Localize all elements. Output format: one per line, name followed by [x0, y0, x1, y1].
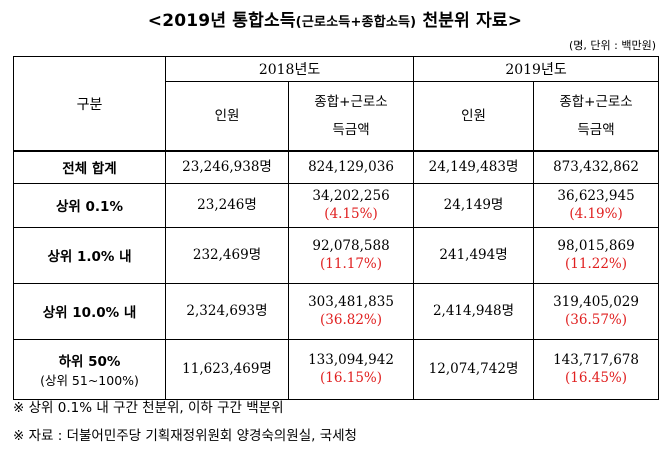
title-suffix: 천분위 자료>	[416, 11, 523, 31]
people-2018-value: 2,324,693명	[186, 303, 268, 319]
unit-note: (명, 단위 : 백만원)	[569, 39, 656, 52]
amount-header-line2: 득금액	[577, 122, 615, 138]
people-2018-value: 23,246명	[197, 197, 257, 213]
amount-2018-cell: 34,202,256 (4.15%)	[287, 182, 415, 228]
table-row: 하위 50% (상위 51~100%) 11,623,469명 133,094,942…	[13, 338, 660, 400]
people-2018-cell: 232,469명	[165, 226, 289, 284]
people-2018-cell: 11,623,469명	[165, 338, 289, 400]
row-label: 상위 1.0% 내	[13, 226, 166, 284]
note-item: ※ 상위 0.1% 내 구간 천분위, 이하 구간 백분위	[13, 400, 284, 416]
amount-2018-cell: 303,481,835 (36.82%)	[287, 282, 415, 340]
amount-2019-share: (36.57%)	[565, 312, 628, 328]
row-label-text: 하위 50%	[58, 353, 121, 370]
row-label-text: 상위 1.0% 내	[47, 249, 132, 265]
people-2019-value: 241,494명	[439, 247, 508, 263]
amount-2018-value: 34,202,256	[312, 188, 390, 204]
amount-2019-value: 98,015,869	[557, 238, 635, 254]
amount-2019-value: 319,405,029	[553, 294, 639, 310]
people-2018-value: 23,246,938명	[182, 159, 272, 176]
row-label: 하위 50% (상위 51~100%)	[13, 338, 166, 400]
year-header-2019: 2019년도	[413, 56, 660, 82]
amount-header-line1: 종합+근로소	[314, 94, 388, 110]
table-body: 전체 합계 23,246,938명 824,129,036 24,149,483명 87…	[13, 150, 660, 400]
title-paren: (근로소득+종합소득)	[295, 15, 417, 30]
amount-2018-share: (4.15%)	[324, 206, 378, 222]
people-2018-value: 232,469명	[192, 247, 262, 263]
amount-2019-cell: 873,432,862	[533, 150, 660, 184]
people-header-2018: 인원	[165, 81, 289, 152]
table-row: 상위 0.1% 23,246명 34,202,256 (4.15%) 24,149명 36…	[13, 182, 660, 228]
people-header-2019: 인원	[413, 81, 535, 152]
row-label-sub: (상위 51~100%)	[40, 372, 139, 388]
amount-2019-cell: 143,717,678 (16.45%)	[533, 338, 660, 400]
header-row-years: 구분 2018년도 2019년도	[13, 56, 660, 152]
amount-2018-share: (11.17%)	[320, 256, 383, 272]
amount-2018-value: 92,078,588	[312, 238, 390, 254]
year-header-2018: 2018년도	[164, 56, 415, 82]
amount-2019-cell: 98,015,869 (11.22%)	[533, 226, 660, 284]
amount-2018-value: 824,129,036	[308, 159, 394, 176]
row-label-text: 전체 합계	[62, 161, 117, 178]
note-item: ※ 자료 : 더불어민주당 기획재정위원회 양경숙의원실, 국세청	[13, 428, 357, 444]
people-2018-cell: 23,246명	[165, 182, 289, 228]
amount-header-line1: 종합+근로소	[559, 94, 633, 110]
amount-2019-value: 873,432,862	[553, 159, 639, 176]
amount-2018-cell: 824,129,036	[287, 150, 415, 184]
row-label: 전체 합계	[13, 150, 166, 184]
people-2019-value: 24,149,483명	[428, 159, 519, 176]
people-2018-cell: 23,246,938명	[165, 150, 289, 184]
title-prefix: <2019년 통합소득	[147, 11, 296, 31]
people-2019-value: 2,414,948명	[432, 303, 515, 319]
amount-2019-value: 36,623,945	[557, 188, 635, 204]
people-2019-cell: 241,494명	[413, 226, 535, 284]
people-2019-cell: 24,149,483명	[413, 150, 535, 184]
amount-2019-cell: 319,405,029 (36.57%)	[533, 282, 660, 340]
amount-2019-share: (16.45%)	[565, 370, 628, 386]
table-row: 상위 10.0% 내 2,324,693명 303,481,835 (36.82%) 2…	[13, 282, 660, 340]
table-row: 전체 합계 23,246,938명 824,129,036 24,149,483명 87…	[13, 150, 660, 184]
amount-2018-value: 133,094,942	[308, 352, 394, 368]
amount-2018-cell: 92,078,588 (11.17%)	[287, 226, 415, 284]
amount-2019-share: (11.22%)	[565, 256, 628, 272]
people-2019-cell: 2,414,948명	[413, 282, 535, 340]
people-2018-value: 11,623,469명	[182, 361, 272, 377]
amount-2019-value: 143,717,678	[553, 352, 639, 368]
notes: ※ 상위 0.1% 내 구간 천분위, 이하 구간 백분위 ※ 자료 : 더불어…	[13, 394, 357, 450]
people-2019-cell: 24,149명	[413, 182, 535, 228]
table-row: 상위 1.0% 내 232,469명 92,078,588 (11.17%) 241,4…	[13, 226, 660, 284]
amount-2018-cell: 133,094,942 (16.15%)	[287, 338, 415, 400]
people-2019-cell: 12,074,742명	[413, 338, 535, 400]
row-label-text: 상위 10.0% 내	[42, 305, 137, 321]
page-title: <2019년 통합소득(근로소득+종합소득) 천분위 자료>	[0, 6, 670, 31]
corner-header: 구분	[13, 56, 166, 152]
people-2019-value: 24,149명	[443, 197, 504, 213]
amount-header-line2: 득금액	[332, 122, 370, 138]
amount-2018-share: (36.82%)	[320, 312, 383, 328]
people-2018-cell: 2,324,693명	[165, 282, 289, 340]
row-label: 상위 10.0% 내	[13, 282, 166, 340]
amount-2019-share: (4.19%)	[569, 206, 623, 222]
row-label-text: 상위 0.1%	[56, 199, 123, 215]
people-2019-value: 12,074,742명	[428, 361, 519, 377]
row-label: 상위 0.1%	[13, 182, 166, 228]
amount-2018-value: 303,481,835	[308, 294, 394, 310]
amount-2019-cell: 36,623,945 (4.19%)	[533, 182, 660, 228]
amount-2018-share: (16.15%)	[320, 370, 383, 386]
